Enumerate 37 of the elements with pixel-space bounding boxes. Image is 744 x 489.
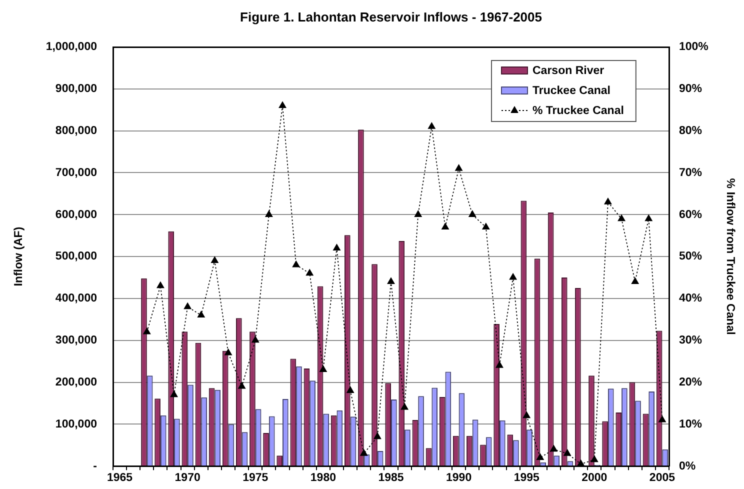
y-tick-label: 700,000 xyxy=(55,166,97,179)
y2-tick-label: 100% xyxy=(679,41,708,54)
x-tick-label: 1980 xyxy=(310,472,336,484)
y-tick-label: 300,000 xyxy=(55,334,97,347)
y-tick-label: 500,000 xyxy=(55,250,97,263)
y2-tick-label: 50% xyxy=(679,250,702,263)
x-tick-label: 1990 xyxy=(446,472,472,484)
y2-tick-label: 0% xyxy=(679,460,696,472)
x-tick-label: 2005 xyxy=(649,472,676,484)
x-tick-label: 1975 xyxy=(242,472,269,484)
y2-axis-title: % Inflow from Truckee Canal xyxy=(724,178,736,335)
y-tick-label: 600,000 xyxy=(55,208,97,221)
chart-title: Figure 1. Lahontan Reservoir Inflows - 1967-2005 xyxy=(240,10,542,25)
y2-tick-label: 10% xyxy=(679,418,702,430)
legend-label: Carson River xyxy=(532,65,605,78)
y2-tick-label: 60% xyxy=(679,208,702,221)
legend-label: Truckee Canal xyxy=(532,85,610,98)
y-tick-label: 800,000 xyxy=(55,124,97,137)
y-axis-title: Inflow (AF) xyxy=(13,226,26,286)
y-tick-label: 900,000 xyxy=(55,83,97,96)
legend-label: % Truckee Canal xyxy=(532,105,624,118)
y-tick-label: 200,000 xyxy=(55,376,97,388)
y-tick-label: - xyxy=(93,460,98,472)
y-tick-label: 400,000 xyxy=(55,292,97,305)
y-tick-label: 100,000 xyxy=(55,418,97,430)
y2-tick-label: 20% xyxy=(679,376,702,388)
y2-tick-label: 40% xyxy=(679,292,702,305)
y2-tick-label: 90% xyxy=(679,83,702,96)
y-tick-label: 1,000,000 xyxy=(46,41,97,54)
x-tick-label: 1995 xyxy=(514,472,540,484)
y2-tick-label: 30% xyxy=(679,334,702,347)
x-tick-label: 1965 xyxy=(106,472,134,484)
y2-tick-label: 70% xyxy=(679,166,702,179)
x-tick-label: 1970 xyxy=(174,472,200,484)
x-tick-label: 1985 xyxy=(378,472,404,484)
x-tick-label: 2000 xyxy=(582,472,608,484)
y2-tick-label: 80% xyxy=(679,124,702,137)
